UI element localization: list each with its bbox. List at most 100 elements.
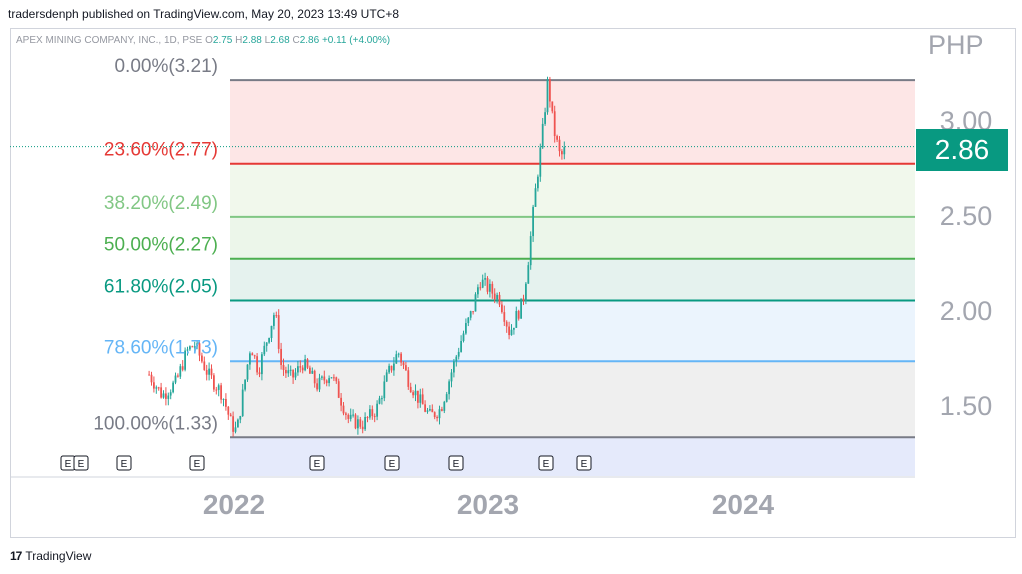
candle-body bbox=[337, 381, 340, 398]
publish-header: tradersdenph published on TradingView.co… bbox=[8, 7, 400, 21]
earnings-marker[interactable]: E bbox=[384, 455, 400, 471]
year-tick-label: 2022 bbox=[203, 489, 265, 520]
fib-label-6: 100.00%(1.33) bbox=[93, 413, 218, 434]
candle-body bbox=[412, 392, 415, 396]
candle-body bbox=[289, 369, 292, 371]
close-label: C bbox=[292, 35, 300, 46]
earnings-marker[interactable]: E bbox=[576, 455, 592, 471]
candle-body bbox=[558, 139, 561, 152]
earnings-marker[interactable]: E bbox=[73, 455, 89, 471]
candle-body bbox=[491, 283, 494, 294]
earnings-marker-box bbox=[538, 455, 554, 471]
candle-body bbox=[198, 343, 201, 356]
candle-body bbox=[328, 378, 331, 384]
fib-zone-1 bbox=[230, 163, 915, 217]
earnings-marker[interactable]: E bbox=[538, 455, 554, 471]
candle-body bbox=[525, 283, 527, 301]
earnings-marker-box bbox=[448, 455, 464, 471]
candle-body bbox=[508, 326, 511, 336]
earnings-marker-box bbox=[309, 455, 325, 471]
candle-body bbox=[556, 136, 559, 140]
tradingview-logo-icon: 17 bbox=[10, 549, 22, 563]
candle-body bbox=[359, 419, 362, 427]
candle-body bbox=[215, 389, 218, 391]
candle-body bbox=[241, 389, 244, 417]
candle-body bbox=[361, 426, 364, 430]
change-value: +0.11 (+4.00%) bbox=[321, 35, 391, 46]
earnings-marker-label: E bbox=[65, 459, 72, 470]
candle-body bbox=[237, 419, 239, 428]
candle-body bbox=[186, 349, 189, 351]
candle-body bbox=[357, 419, 359, 429]
candle-body bbox=[203, 361, 206, 370]
candle-body bbox=[417, 390, 419, 403]
earnings-marker[interactable]: E bbox=[189, 455, 205, 471]
candle-body bbox=[563, 147, 566, 155]
fib-labels: 0.00%(3.21) 23.60%(2.77) 38.20%(2.49) 50.00… bbox=[93, 56, 218, 434]
candle-body bbox=[340, 397, 343, 406]
candle-body bbox=[505, 321, 508, 327]
candle-body bbox=[390, 365, 393, 371]
candle-body bbox=[503, 312, 506, 322]
candle-body bbox=[383, 381, 386, 399]
candle-body bbox=[301, 367, 304, 371]
candle-body bbox=[532, 206, 535, 237]
candle-body bbox=[551, 101, 554, 112]
candle-body bbox=[534, 188, 537, 207]
candle-body bbox=[481, 279, 484, 288]
fib-label-4: 61.80%(2.05) bbox=[104, 277, 218, 298]
candle-body bbox=[421, 394, 424, 405]
candle-body bbox=[229, 414, 232, 417]
earnings-marker[interactable]: E bbox=[60, 455, 76, 471]
earnings-marker-label: E bbox=[314, 459, 321, 470]
fib-zone-4 bbox=[230, 300, 915, 362]
candle-body bbox=[513, 327, 515, 330]
earnings-marker-label: E bbox=[389, 459, 396, 470]
candle-body bbox=[196, 343, 199, 347]
candle-body bbox=[450, 372, 453, 382]
candle-body bbox=[213, 375, 215, 390]
candle-body bbox=[414, 390, 417, 396]
chart-frame[interactable] bbox=[10, 28, 1016, 538]
earnings-marker[interactable]: E bbox=[448, 455, 464, 471]
price-tick-label: 2.50 bbox=[940, 201, 993, 231]
candle-body bbox=[529, 236, 532, 266]
candle-body bbox=[304, 359, 307, 371]
candle-body bbox=[395, 354, 398, 364]
earnings-marker-label: E bbox=[453, 459, 460, 470]
earnings-marker-box bbox=[576, 455, 592, 471]
fib-label-2: 38.20%(2.49) bbox=[104, 193, 218, 214]
candle-body bbox=[486, 278, 489, 292]
time-axis: 2022 2023 2024 bbox=[10, 476, 915, 520]
candle-body bbox=[153, 382, 155, 389]
candle-body bbox=[321, 376, 323, 378]
candle-body bbox=[258, 372, 261, 375]
earnings-marker-label: E bbox=[194, 459, 201, 470]
candle-body bbox=[330, 377, 333, 379]
candle-body bbox=[347, 414, 350, 419]
tradingview-footer[interactable]: 17 TradingView bbox=[10, 549, 91, 563]
candle-body bbox=[373, 416, 376, 418]
candle-body bbox=[544, 112, 547, 124]
fib-label-0: 0.00%(3.21) bbox=[114, 56, 218, 77]
candle-body bbox=[162, 393, 165, 398]
candle-body bbox=[249, 353, 251, 365]
candle-body bbox=[541, 123, 544, 148]
candle-body bbox=[309, 367, 311, 374]
candle-body bbox=[239, 416, 242, 420]
candle-body bbox=[333, 377, 335, 379]
candle-body bbox=[282, 365, 285, 371]
candle-body bbox=[433, 412, 436, 418]
earnings-marker[interactable]: E bbox=[309, 455, 325, 471]
candle-body bbox=[167, 395, 170, 399]
candle-body bbox=[462, 333, 465, 341]
candle-body bbox=[256, 356, 259, 373]
candle-body bbox=[220, 385, 223, 400]
candle-body bbox=[313, 370, 316, 384]
candle-body bbox=[493, 293, 496, 300]
candle-body bbox=[205, 369, 208, 375]
candle-body bbox=[465, 323, 467, 334]
low-value: 2.68 bbox=[270, 35, 290, 46]
earnings-marker[interactable]: E bbox=[116, 455, 132, 471]
